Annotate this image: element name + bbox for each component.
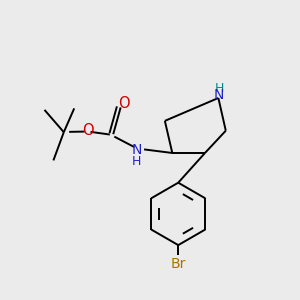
- Text: Br: Br: [170, 257, 186, 272]
- Text: N: N: [131, 143, 142, 157]
- Text: O: O: [82, 123, 93, 138]
- Text: N: N: [214, 88, 224, 102]
- Text: H: H: [132, 155, 141, 168]
- Text: H: H: [215, 82, 224, 95]
- Text: O: O: [118, 96, 130, 111]
